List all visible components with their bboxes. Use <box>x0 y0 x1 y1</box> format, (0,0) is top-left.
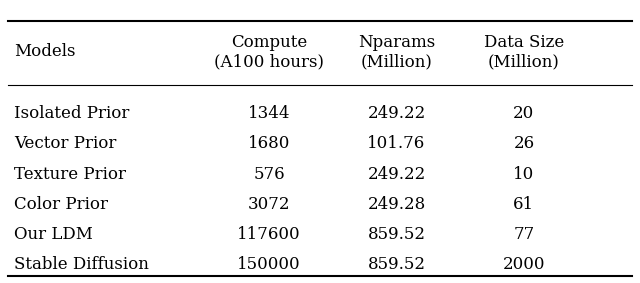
Text: 26: 26 <box>513 135 534 152</box>
Text: Models: Models <box>14 43 76 60</box>
Text: 859.52: 859.52 <box>367 226 426 243</box>
Text: Isolated Prior: Isolated Prior <box>14 105 129 122</box>
Text: 576: 576 <box>253 166 285 183</box>
Text: 3072: 3072 <box>248 196 291 213</box>
Text: Stable Diffusion: Stable Diffusion <box>14 256 149 273</box>
Text: 61: 61 <box>513 196 534 213</box>
Text: 1680: 1680 <box>248 135 290 152</box>
Text: 150000: 150000 <box>237 256 301 273</box>
Text: 117600: 117600 <box>237 226 301 243</box>
Text: 859.52: 859.52 <box>367 256 426 273</box>
Text: Our LDM: Our LDM <box>14 226 93 243</box>
Text: 249.28: 249.28 <box>367 196 426 213</box>
Text: 77: 77 <box>513 226 534 243</box>
Text: Nparams
(Million): Nparams (Million) <box>358 33 435 70</box>
Text: Texture Prior: Texture Prior <box>14 166 126 183</box>
Text: Color Prior: Color Prior <box>14 196 108 213</box>
Text: 10: 10 <box>513 166 534 183</box>
Text: 249.22: 249.22 <box>367 166 426 183</box>
Text: Compute
(A100 hours): Compute (A100 hours) <box>214 33 324 70</box>
Text: 1344: 1344 <box>248 105 291 122</box>
Text: 249.22: 249.22 <box>367 105 426 122</box>
Text: Data Size
(Million): Data Size (Million) <box>484 33 564 70</box>
Text: 20: 20 <box>513 105 534 122</box>
Text: Vector Prior: Vector Prior <box>14 135 116 152</box>
Text: 101.76: 101.76 <box>367 135 426 152</box>
Text: 2000: 2000 <box>502 256 545 273</box>
